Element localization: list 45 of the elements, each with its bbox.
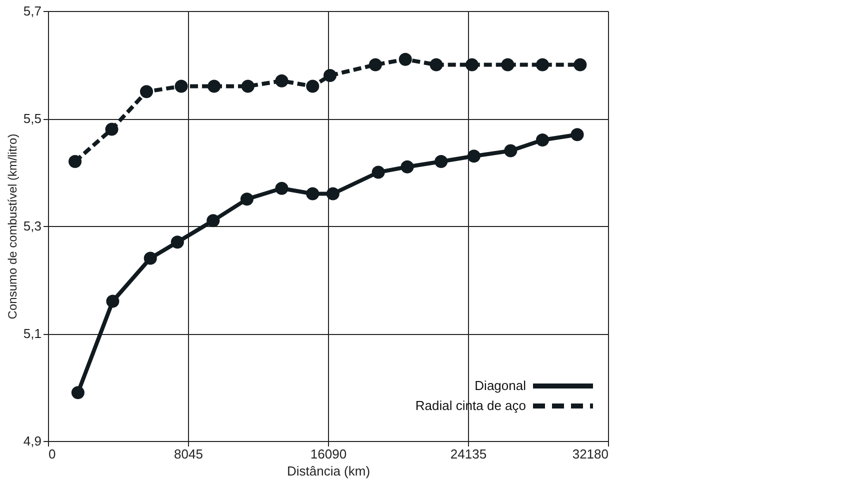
point: [208, 80, 221, 93]
point: [71, 386, 84, 400]
point: [536, 133, 550, 147]
point: [326, 187, 340, 200]
point: [434, 154, 448, 168]
point: [368, 58, 382, 72]
point: [504, 144, 518, 158]
x-tick-label: 0: [48, 446, 56, 462]
point: [206, 214, 220, 228]
point: [170, 236, 184, 249]
point: [174, 80, 188, 93]
point: [240, 192, 254, 206]
point: [144, 252, 157, 265]
point: [241, 80, 254, 93]
point: [275, 182, 288, 195]
point: [306, 187, 320, 200]
x-tick-label: 24135: [450, 446, 487, 462]
point: [306, 80, 320, 93]
point: [501, 58, 514, 72]
point: [105, 122, 118, 136]
y-axis-title: Consumo de combustível (km/litro): [5, 134, 20, 320]
y-tick-label: 4,9: [23, 434, 42, 448]
point: [106, 294, 120, 308]
point: [465, 58, 479, 72]
x-axis-title: Distância (km): [286, 464, 370, 478]
point: [275, 74, 288, 88]
x-tick-label: 16090: [310, 446, 347, 462]
point: [324, 68, 337, 82]
point: [467, 150, 480, 163]
y-tick-label: 5,3: [23, 218, 42, 234]
point: [140, 85, 154, 98]
x-tick-label: 32180: [572, 446, 608, 462]
y-tick-label: 5,7: [23, 4, 42, 18]
y-tick-label: 5,1: [23, 326, 42, 341]
x-tick-label: 8045: [174, 446, 203, 462]
point: [400, 160, 414, 174]
point: [536, 58, 550, 72]
point: [430, 58, 443, 72]
point: [570, 128, 584, 142]
point: [398, 52, 412, 66]
point: [68, 154, 82, 168]
point: [372, 166, 385, 179]
legend-label: Diagonal: [474, 378, 526, 393]
y-tick-label: 5,5: [23, 111, 42, 126]
point: [574, 58, 587, 72]
